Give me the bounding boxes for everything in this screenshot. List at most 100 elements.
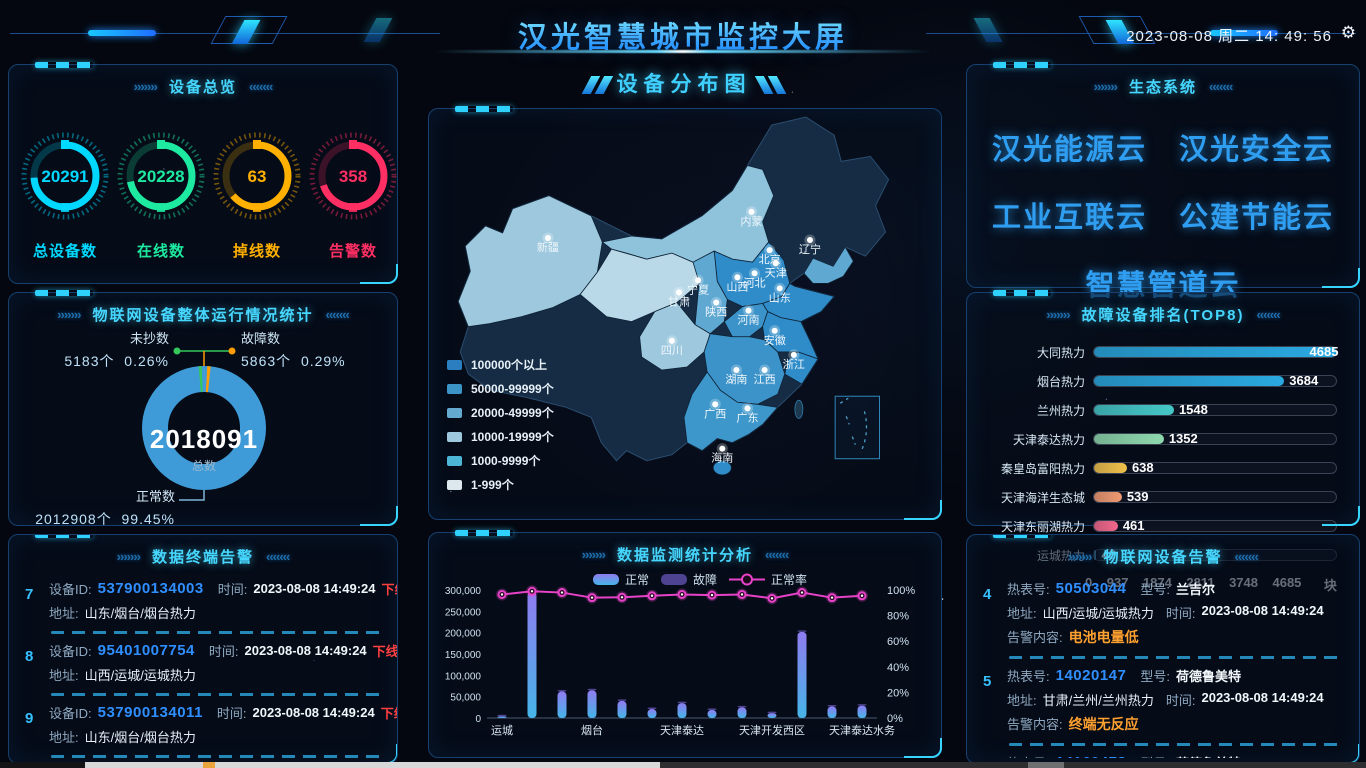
alert-line-2: 地址: 甘肃/兰州/兰州热力 时间: 2023-08-08 14:49:24 [1007, 690, 1345, 709]
fault-rank-row[interactable]: 秦皇岛富阳热力 638 [977, 456, 1337, 480]
header-deco-line-left [10, 33, 440, 34]
province-marker-河南[interactable]: 河南 [737, 305, 760, 327]
province-marker-陕西[interactable]: 陕西 [705, 296, 727, 319]
terminal-alert-row[interactable]: 8 设备ID: 95401007754 时间: 2023-08-08 14:49:24 下… [23, 634, 397, 696]
map-region-guangxi-guangdong[interactable] [683, 371, 779, 452]
gauge-总设备数: 20291 总设备数 [17, 128, 113, 261]
legend-label: 1000-9999个 [471, 454, 541, 468]
panel-iot-alerts: ››››››› 物联网设备告警 ‹‹‹‹‹‹‹ 4 热表号: 50503044 型号:… [966, 534, 1360, 764]
province-marker-浙江[interactable]: 浙江 [783, 349, 805, 371]
iot-alert-row[interactable]: 5 热表号: 14020147 型号: 荷德鲁美特 地址: 甘肃/兰州/兰州热力 时间: 202… [981, 659, 1345, 746]
province-marker-山东[interactable]: 山东 [769, 282, 791, 305]
panel-title-terminal-alerts: 数据终端告警 [151, 548, 254, 566]
taskbar-sliver[interactable] [0, 762, 1366, 768]
chevrons-right-icon: ‹‹‹‹‹‹‹ [1256, 306, 1280, 322]
callout-unread: 未抄数 5183个 0.26% [64, 328, 169, 371]
province-marker-宁夏[interactable]: 宁夏 [687, 274, 709, 297]
header-deco-line-right [926, 33, 1356, 34]
map-region-sichuan[interactable] [639, 302, 711, 371]
terminal-alert-row[interactable]: 7 设备ID: 537900134003 时间: 2023-08-08 14:49:24… [23, 572, 397, 634]
address-value: 山西/运城/运城热力 [1042, 606, 1154, 621]
gauge-value: 20228 [137, 167, 184, 186]
legend-swatch [447, 431, 462, 442]
terminal-alert-row[interactable]: 9 设备ID: 537900134011 时间: 2023-08-08 14:49:24… [23, 696, 397, 758]
alert-index: 4 [983, 586, 992, 603]
panel-title-iot-overall: 物联网设备整体运行情况统计 [92, 306, 314, 324]
ecosystem-entry[interactable]: 汉光能源云 汉光安全云 [991, 134, 1335, 166]
taskbar-segment [0, 762, 85, 768]
fault-rank-row[interactable]: 天津海洋生态城 539 [977, 485, 1337, 509]
map-legend-item[interactable]: 10000-19999个 [447, 428, 554, 445]
fault-rank-row[interactable]: 烟台热力 3684 [977, 369, 1337, 393]
taskbar-segment [85, 762, 660, 768]
monitor-bar-9 [767, 713, 777, 718]
map-legend-item[interactable]: 20000-49999个 [447, 404, 554, 421]
map-region-liaoning[interactable] [803, 246, 854, 284]
panel-title-monitor: 数据监测统计分析 [616, 546, 753, 564]
svg-text:陕西: 陕西 [705, 305, 727, 319]
svg-text:0: 0 [475, 714, 481, 725]
fault-rank-bar [1094, 434, 1164, 444]
callout-normal-values: 2012908个 99.45% [35, 511, 175, 527]
fault-rank-row[interactable]: 天津泰达热力 1352 [977, 427, 1337, 451]
iot-alert-row[interactable]: 6热表号:14160473型号:荷德鲁美特地址:山西/大同/大同热力时间:202… [981, 746, 1345, 758]
meter-no-value: 50503044 [1055, 580, 1127, 597]
province-marker-广东[interactable]: 广东 [736, 402, 759, 425]
callout-fault: 故障数 5863个 0.29% [241, 328, 346, 371]
alert-index: 5 [983, 673, 992, 690]
map-legend-item[interactable]: 50000-99999个 [447, 380, 554, 397]
fault-rank-track: 4685 [1093, 344, 1338, 359]
map-region-hainan[interactable] [712, 460, 732, 476]
device-id-value: 537900134003 [97, 580, 204, 597]
ecosystem-entry[interactable]: 工业互联云 公建节能云 [991, 202, 1335, 234]
fault-rank-bar [1094, 376, 1285, 386]
legend-swatch [447, 383, 462, 394]
iot-alert-list: 4 热表号: 50503044 型号: 兰吉尔 地址: 山西/运城/运城热力 时间: 2023-… [967, 570, 1359, 758]
map-region-zhejiang[interactable] [784, 351, 819, 385]
svg-text:300,000: 300,000 [445, 586, 482, 597]
province-marker-山西[interactable]: 山西 [726, 271, 748, 294]
alarm-content-value: 电池电量低 [1068, 629, 1139, 645]
fault-rank-track: 638 [1093, 460, 1337, 475]
province-marker-甘肃[interactable]: 甘肃 [668, 286, 690, 309]
map-legend-item[interactable]: 1000-9999个 [447, 452, 554, 469]
province-marker-四川[interactable]: 四川 [661, 335, 683, 357]
status-badge: 下线 [381, 582, 397, 597]
map-legend-item[interactable]: 1-999个 [447, 476, 554, 493]
callout-unread-label: 未抄数 [129, 331, 169, 346]
svg-text:甘肃: 甘肃 [668, 296, 690, 309]
fault-rank-label: 天津东丽湖热力 [1000, 519, 1085, 534]
province-marker-新疆[interactable]: 新疆 [537, 232, 559, 254]
time-label: 时间: [208, 644, 239, 659]
province-marker-河北[interactable]: 河北 [743, 267, 766, 290]
map-region-xinjiang[interactable] [457, 195, 603, 328]
fault-rank-value: 3684 [1289, 373, 1319, 388]
province-marker-北京[interactable]: 北京 [759, 244, 781, 267]
province-marker-天津[interactable]: 天津 [765, 257, 787, 280]
monitor-bar-10 [797, 631, 807, 718]
address-value: 山西/运城/运城热力 [84, 668, 196, 683]
meter-no-label: 热表号: [1007, 753, 1050, 758]
province-marker-安徽[interactable]: 安徽 [764, 325, 786, 347]
fault-rank-row[interactable]: 大同热力 4685 [977, 340, 1338, 364]
svg-text:100%: 100% [887, 585, 915, 597]
province-marker-海南[interactable]: 海南 [711, 443, 733, 465]
province-marker-内蒙[interactable]: 内蒙 [740, 206, 763, 228]
fault-rank-label: 烟台热力 [1036, 374, 1085, 389]
fault-rank-bar [1094, 405, 1174, 415]
fault-rank-row[interactable]: 兰州热力 1548 [977, 398, 1337, 422]
settings-gear-icon[interactable]: ⚙ [1340, 23, 1356, 42]
fault-rank-bar [1094, 492, 1122, 502]
province-marker-江西[interactable]: 江西 [754, 364, 776, 386]
time-value: 2023-08-08 14:49:24 [244, 643, 367, 658]
iot-alert-row[interactable]: 4 热表号: 50503044 型号: 兰吉尔 地址: 山西/运城/运城热力 时间: 2023-… [981, 572, 1345, 659]
province-marker-湖南[interactable]: 湖南 [725, 364, 747, 386]
alert-index: 8 [25, 648, 34, 665]
map-legend-item[interactable]: 100000个以上 [447, 356, 554, 373]
province-marker-广西[interactable]: 广西 [704, 398, 726, 421]
model-label: 型号: [1140, 669, 1170, 684]
fault-rank-track: 3684 [1093, 373, 1337, 388]
alert-line-3: 告警内容: 电池电量低 [1007, 627, 1345, 647]
province-marker-辽宁[interactable]: 辽宁 [799, 234, 821, 256]
fault-rank-row[interactable]: 天津东丽湖热力 461 [977, 514, 1337, 538]
